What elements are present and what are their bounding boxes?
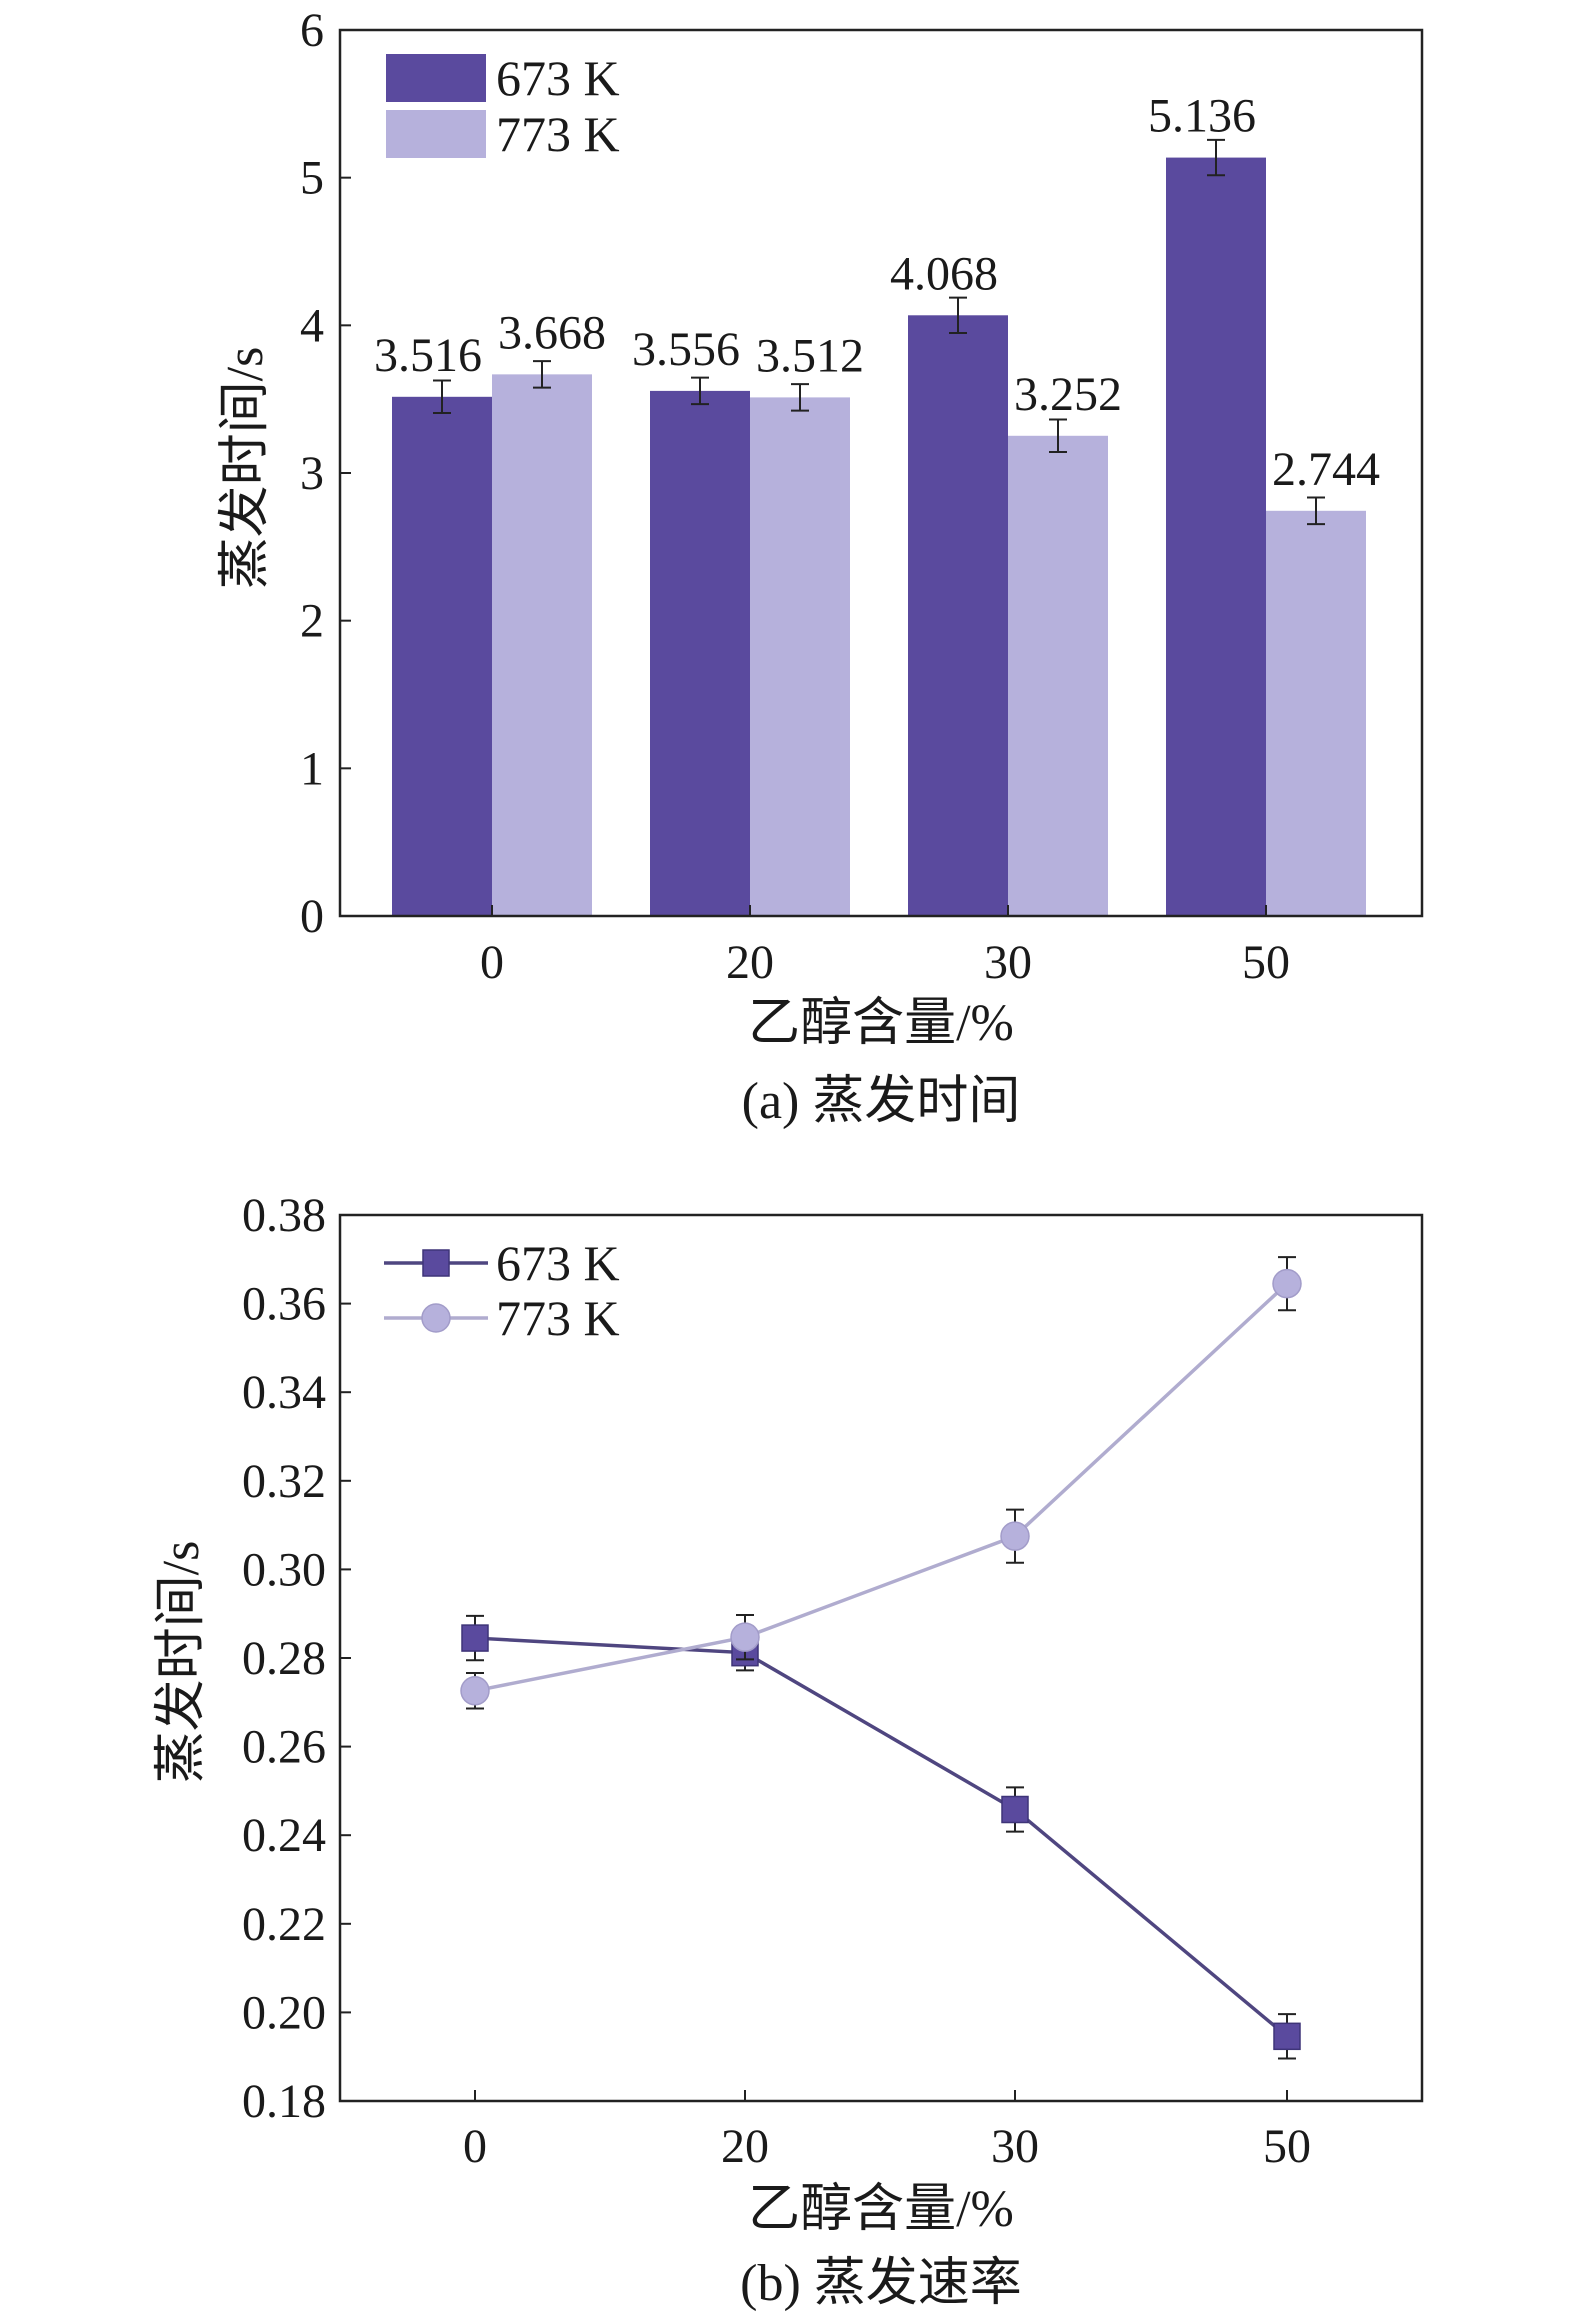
- data-point-square: [1273, 2022, 1301, 2051]
- y-tick-label: 0.30: [242, 1543, 326, 1596]
- data-label: 4.068: [890, 247, 998, 300]
- data-label: 3.252: [1014, 368, 1122, 421]
- y-tick-label: 4: [300, 299, 324, 352]
- bar-673k: [908, 315, 1008, 916]
- error-bar: [691, 376, 709, 406]
- y-tick-label: 0.36: [242, 1278, 326, 1331]
- y-tick-label: 0.34: [242, 1366, 326, 1419]
- data-label: 5.136: [1148, 90, 1256, 143]
- y-axis-label: 蒸发时间/s: [217, 347, 274, 590]
- figure-caption: (b) 蒸发速率: [740, 2255, 1022, 2312]
- data-label: 3.668: [498, 306, 606, 359]
- data-label: 3.556: [632, 323, 740, 376]
- data-label: 3.516: [374, 329, 482, 382]
- legend-label: 773 K: [496, 1290, 620, 1346]
- y-tick-label: 0.18: [242, 2075, 326, 2128]
- y-tick-label: 5: [300, 152, 324, 205]
- y-tick-label: 0.24: [242, 1809, 326, 1862]
- error-bar: [1207, 138, 1225, 177]
- y-tick-label: 0.38: [242, 1189, 326, 1242]
- legend-marker-square: [422, 1249, 450, 1277]
- series-line: [474, 1282, 1289, 1693]
- y-tick-label: 0.32: [242, 1455, 326, 1508]
- y-tick-label: 0.26: [242, 1721, 326, 1774]
- bar-773k: [750, 397, 850, 916]
- bar-673k: [1166, 157, 1266, 917]
- y-tick-label: 0.28: [242, 1632, 326, 1685]
- data-point-circle: [460, 1676, 490, 1706]
- data-label: 2.744: [1272, 443, 1380, 496]
- x-axis-label: 乙醇含量/%: [748, 2181, 1014, 2238]
- x-tick-label: 30: [984, 936, 1032, 989]
- bar-773k: [1266, 510, 1366, 916]
- legend-swatch: [386, 110, 486, 158]
- error-bar: [791, 383, 809, 412]
- y-tick-label: 2: [300, 595, 324, 648]
- data-point-circle: [730, 1622, 760, 1652]
- series-line: [474, 1636, 1289, 2038]
- data-point-circle: [1000, 1521, 1030, 1551]
- bar-773k: [492, 374, 592, 917]
- bar-673k: [650, 390, 750, 916]
- x-tick-label: 30: [991, 2120, 1039, 2173]
- y-axis-label: 蒸发时间/s: [153, 1541, 210, 1784]
- x-tick-label: 50: [1242, 936, 1290, 989]
- error-bar: [1049, 418, 1067, 454]
- y-tick-label: 0: [300, 890, 324, 943]
- x-tick-label: 0: [480, 936, 504, 989]
- y-tick-label: 0.22: [242, 1898, 326, 1951]
- y-tick-label: 1: [300, 742, 324, 795]
- error-bar: [533, 360, 551, 389]
- bar-673k: [392, 396, 492, 917]
- legend-label: 773 K: [496, 106, 620, 162]
- plot-frame: [338, 1213, 1424, 2103]
- x-tick-label: 20: [721, 2120, 769, 2173]
- data-point-square: [1001, 1795, 1029, 1824]
- error-bar: [949, 296, 967, 335]
- plot-frame: [338, 28, 1424, 918]
- legend-label: 673 K: [496, 50, 620, 106]
- data-point-circle: [1272, 1268, 1302, 1299]
- legend-label: 673 K: [496, 1235, 620, 1291]
- y-tick-label: 6: [300, 4, 324, 57]
- x-tick-label: 50: [1263, 2120, 1311, 2173]
- figure-caption: (a) 蒸发时间: [742, 1073, 1021, 1130]
- data-label: 3.512: [756, 329, 864, 382]
- bar-773k: [1008, 435, 1108, 916]
- data-point-square: [461, 1624, 489, 1652]
- y-tick-label: 3: [300, 447, 324, 500]
- legend-swatch: [386, 54, 486, 102]
- error-bar: [433, 379, 451, 415]
- x-axis-label: 乙醇含量/%: [748, 995, 1014, 1052]
- x-tick-label: 0: [463, 2120, 487, 2173]
- error-bar: [1307, 496, 1325, 526]
- y-tick-label: 0.20: [242, 1986, 326, 2039]
- legend-marker-circle: [421, 1303, 451, 1333]
- x-tick-label: 20: [726, 936, 774, 989]
